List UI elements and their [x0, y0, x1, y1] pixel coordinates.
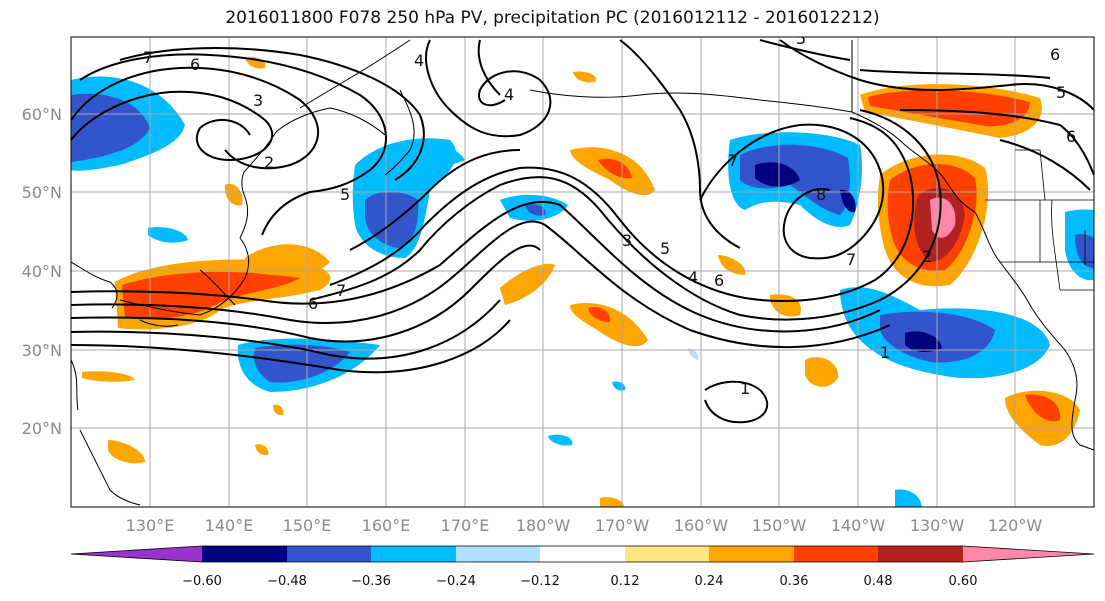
colorbar-segment — [794, 546, 878, 562]
contour-label: 4 — [414, 51, 424, 70]
colorbar-segment — [709, 546, 794, 562]
contour-label: 7 — [728, 151, 738, 170]
contour-label: 1 — [740, 379, 750, 398]
lon-label: 170°E — [441, 516, 490, 535]
colorbar-segments — [70, 545, 1095, 563]
colorbar-tick-label: 0.36 — [780, 574, 809, 589]
contour-label: 5 — [340, 185, 350, 204]
colorbar-segment — [540, 546, 625, 562]
colorbar-segment — [625, 546, 709, 562]
contour-label: 5 — [660, 239, 670, 258]
colorbar-segment — [878, 546, 963, 562]
contour-label: 8 — [816, 185, 826, 204]
lon-label: 160°E — [362, 516, 411, 535]
contour-label: 3 — [253, 91, 263, 110]
lon-label: 140°W — [831, 516, 886, 535]
colorbar-tick-label: −0.36 — [351, 574, 391, 589]
colorbar-tick-label: −0.12 — [520, 574, 560, 589]
colorbar-segment — [456, 546, 540, 562]
contour-label: 7 — [846, 250, 856, 269]
lat-label: 20°N — [22, 419, 62, 438]
lon-label: 160°W — [674, 516, 729, 535]
lat-label: 60°N — [22, 105, 62, 124]
lon-label: 180°W — [516, 516, 571, 535]
contour-label: 5 — [1056, 83, 1066, 102]
borders — [985, 149, 1094, 291]
contour-label: 6 — [1066, 127, 1076, 146]
colorbar-extend-min — [71, 546, 202, 562]
contour-labels: 7 6 3 2 5 4 7 6 3 5 4 6 7 8 7 2 1 1 5 6 … — [143, 29, 1076, 398]
lon-label: 130°W — [910, 516, 965, 535]
colorbar-segment — [371, 546, 456, 562]
precip-negative — [71, 76, 1094, 507]
lon-label: 150°W — [752, 516, 807, 535]
contour-label: 6 — [1050, 45, 1060, 64]
map-frame — [70, 36, 1095, 508]
colorbar-extend-max — [963, 546, 1094, 562]
contour-label: 6 — [308, 294, 318, 313]
contour-label: 6 — [714, 271, 724, 290]
contour-label: 7 — [336, 281, 346, 300]
contour-label: 4 — [688, 268, 698, 287]
contour-label: 6 — [190, 55, 200, 74]
colorbar-ticks: −0.60 −0.48 −0.36 −0.24 −0.12 0.12 0.24 … — [182, 574, 977, 589]
pv-contours — [71, 39, 1094, 424]
colorbar-tick-label: −0.48 — [267, 574, 307, 589]
contour-label: 4 — [504, 85, 514, 104]
map-content: 7 6 3 2 5 4 7 6 3 5 4 6 7 8 7 2 1 1 5 6 … — [71, 29, 1094, 507]
colorbar-outline — [70, 545, 1095, 563]
latitude-labels: 60°N 50°N 40°N 30°N 20°N — [22, 105, 62, 438]
coastlines — [71, 39, 1094, 506]
colorbar-tick-label: 0.24 — [695, 574, 724, 589]
longitude-labels: 130°E 140°E 150°E 160°E 170°E 180°W 170°… — [126, 516, 1043, 535]
lat-label: 40°N — [22, 262, 62, 281]
lon-label: 130°E — [126, 516, 175, 535]
lon-label: 150°E — [283, 516, 332, 535]
lon-label: 170°W — [595, 516, 650, 535]
map-title: 2016011800 F078 250 hPa PV, precipitatio… — [225, 8, 880, 28]
contour-label: 1 — [880, 343, 890, 362]
colorbar-tick-label: 0.48 — [864, 574, 893, 589]
colorbar-tick-label: −0.24 — [436, 574, 476, 589]
lat-label: 50°N — [22, 183, 62, 202]
lon-label: 120°W — [988, 516, 1043, 535]
colorbar: −0.60 −0.48 −0.36 −0.24 −0.12 0.12 0.24 … — [70, 545, 1095, 589]
graticule — [71, 37, 1094, 507]
precip-positive — [82, 57, 1080, 507]
contour-label: 5 — [796, 29, 806, 48]
contour-label: 7 — [143, 48, 153, 67]
colorbar-tick-label: 0.60 — [949, 574, 978, 589]
colorbar-tick-label: 0.12 — [611, 574, 640, 589]
lon-label: 140°E — [205, 516, 254, 535]
contour-label: 2 — [922, 247, 932, 266]
colorbar-segment — [202, 546, 287, 562]
colorbar-segment — [287, 546, 371, 562]
contour-label: 3 — [622, 231, 632, 250]
colorbar-tick-label: −0.60 — [182, 574, 222, 589]
lat-label: 30°N — [22, 341, 62, 360]
contour-label: 2 — [264, 153, 274, 172]
